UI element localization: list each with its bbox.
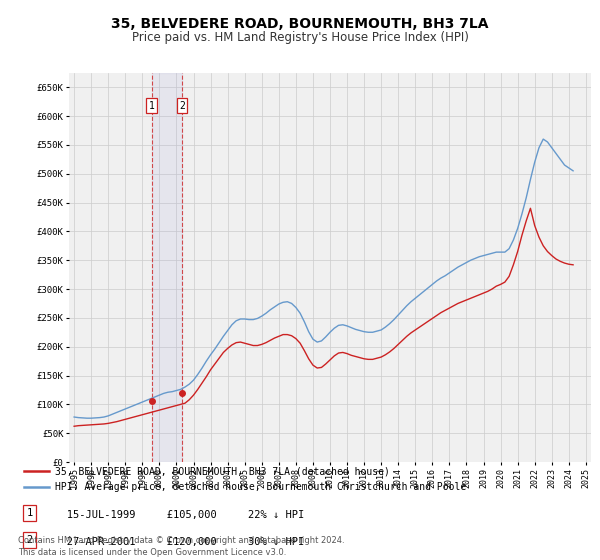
Text: 2: 2 bbox=[26, 535, 32, 545]
Text: 35, BELVEDERE ROAD, BOURNEMOUTH, BH3 7LA (detached house): 35, BELVEDERE ROAD, BOURNEMOUTH, BH3 7LA… bbox=[55, 466, 390, 476]
Bar bbox=[152, 73, 182, 462]
Text: 27-APR-2001     £120,000     30% ↓ HPI: 27-APR-2001 £120,000 30% ↓ HPI bbox=[48, 536, 304, 547]
Text: Contains HM Land Registry data © Crown copyright and database right 2024.
This d: Contains HM Land Registry data © Crown c… bbox=[18, 536, 344, 557]
Text: 1: 1 bbox=[149, 101, 155, 111]
Text: Price paid vs. HM Land Registry's House Price Index (HPI): Price paid vs. HM Land Registry's House … bbox=[131, 31, 469, 44]
Text: 2: 2 bbox=[179, 101, 185, 111]
Text: 1: 1 bbox=[26, 508, 32, 518]
Text: 15-JUL-1999     £105,000     22% ↓ HPI: 15-JUL-1999 £105,000 22% ↓ HPI bbox=[48, 510, 304, 520]
Text: HPI: Average price, detached house, Bournemouth Christchurch and Poole: HPI: Average price, detached house, Bour… bbox=[55, 482, 466, 492]
Text: 35, BELVEDERE ROAD, BOURNEMOUTH, BH3 7LA: 35, BELVEDERE ROAD, BOURNEMOUTH, BH3 7LA bbox=[111, 17, 489, 31]
